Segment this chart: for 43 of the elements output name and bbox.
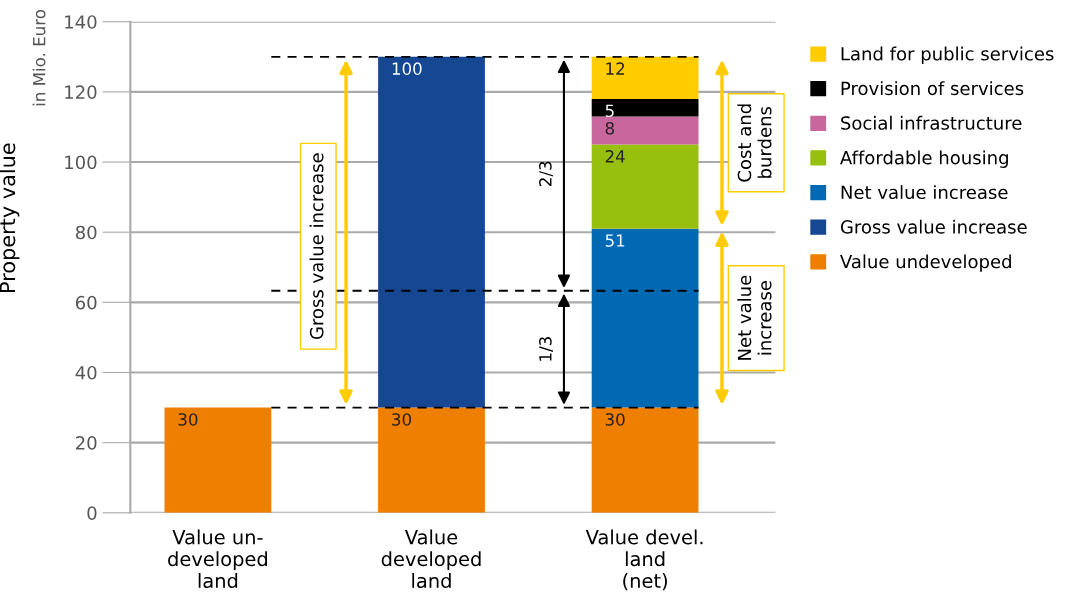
x-tick-label: Value devel. land (net) — [585, 529, 703, 591]
annotation: Net value increase — [737, 275, 772, 360]
y-axis-title: Property value — [0, 143, 20, 292]
bar — [591, 116, 699, 145]
data-label: 30 — [605, 413, 625, 426]
annotation: 1/3 — [539, 337, 553, 361]
bar — [164, 407, 272, 513]
data-label: 12 — [606, 62, 625, 75]
y-tick-label: 100 — [65, 155, 97, 170]
bar — [591, 56, 699, 99]
y-tick-label: 140 — [65, 15, 97, 29]
bar — [378, 407, 485, 513]
data-label: 30 — [392, 413, 412, 426]
data-label: 30 — [178, 413, 198, 426]
legend-label: Value undeveloped — [840, 254, 1011, 272]
y-tick-label: 40 — [75, 365, 97, 380]
data-label: 100 — [392, 62, 422, 75]
y-tick-label: 20 — [76, 436, 97, 450]
annotation: Gross value increase — [309, 153, 324, 340]
legend-label: Net value increase — [841, 185, 1008, 200]
annotation: 2/3 — [539, 161, 553, 186]
legend-label: Land for public services — [841, 46, 1054, 65]
y-tick-label: 60 — [75, 295, 97, 310]
bar — [591, 144, 699, 229]
legend-label: Affordable housing — [840, 150, 1008, 168]
bar — [591, 98, 699, 117]
y-tick-label: 80 — [75, 225, 97, 240]
x-tick-label: Value developed land — [381, 529, 481, 589]
bar — [591, 407, 699, 513]
y-tick-label: 0 — [87, 506, 97, 520]
data-label: 24 — [605, 150, 625, 163]
data-label: 8 — [605, 122, 614, 135]
bar — [378, 56, 485, 408]
x-tick-label: Value un- developed land — [168, 529, 267, 589]
legend-label: Provision of services — [841, 81, 1024, 96]
y-tick-label: 120 — [65, 85, 97, 100]
data-label: 51 — [605, 234, 625, 247]
annotation: Cost and burdens — [737, 104, 772, 182]
legend-label: Gross value increase — [840, 219, 1027, 234]
text: in Mio. Euro — [32, 9, 46, 106]
bar — [591, 228, 699, 408]
data-label: 5 — [605, 104, 614, 118]
legend-label: Social infrastructure — [841, 115, 1022, 130]
